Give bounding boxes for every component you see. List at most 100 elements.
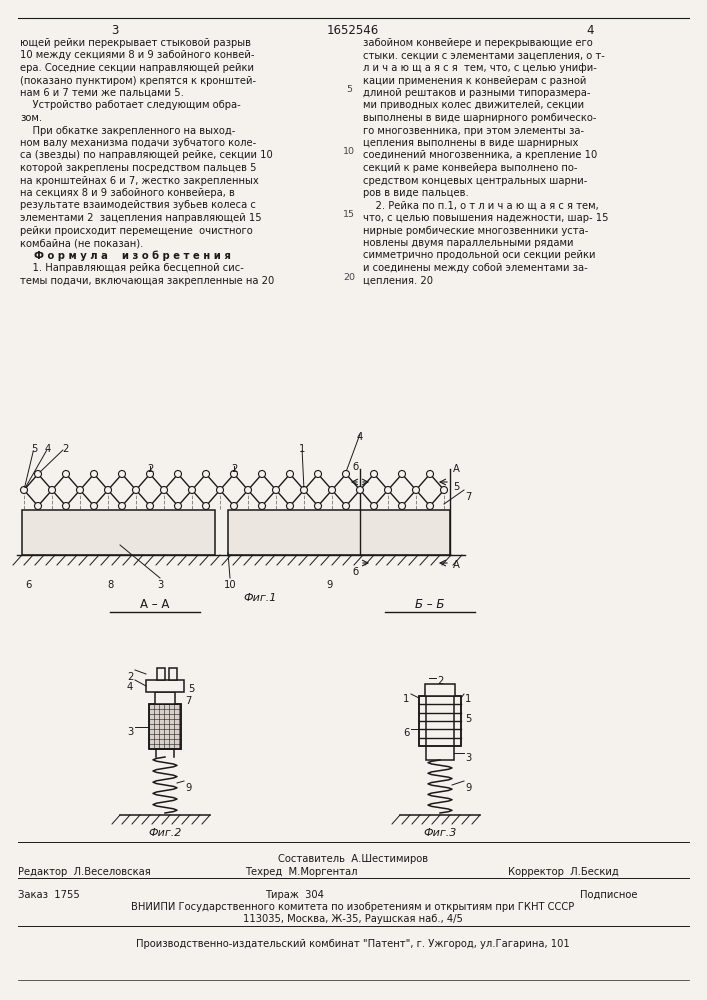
- Text: 6: 6: [403, 728, 409, 738]
- Bar: [419, 696, 426, 746]
- Bar: [22, 510, 215, 555]
- Circle shape: [440, 487, 448, 493]
- Text: элементами 2  зацепления направляющей 15: элементами 2 зацепления направляющей 15: [20, 213, 262, 223]
- Text: 1652546: 1652546: [327, 24, 379, 37]
- Circle shape: [21, 487, 28, 493]
- Text: Подписное: Подписное: [580, 890, 638, 900]
- Bar: [426, 746, 454, 760]
- Text: (показано пунктиром) крепятся к кронштей-: (показано пунктиром) крепятся к кронштей…: [20, 76, 256, 86]
- Circle shape: [35, 502, 42, 510]
- Circle shape: [202, 471, 209, 478]
- Text: A: A: [453, 464, 460, 474]
- Bar: [419, 696, 461, 746]
- Text: Заказ  1755: Заказ 1755: [18, 890, 80, 900]
- Text: 5: 5: [465, 714, 472, 724]
- Circle shape: [189, 487, 196, 493]
- Circle shape: [132, 487, 139, 493]
- Circle shape: [90, 502, 98, 510]
- Text: средством концевых центральных шарни-: средством концевых центральных шарни-: [363, 176, 588, 186]
- Text: Техред  М.Моргентал: Техред М.Моргентал: [245, 867, 358, 877]
- Circle shape: [286, 502, 293, 510]
- Circle shape: [119, 471, 126, 478]
- Text: При обкатке закрепленного на выход-: При обкатке закрепленного на выход-: [20, 125, 235, 135]
- Text: 5: 5: [188, 684, 194, 694]
- Text: 1: 1: [299, 444, 305, 454]
- Text: 4: 4: [357, 432, 363, 442]
- Text: длиной рештаков и разными типоразмера-: длиной рештаков и разными типоразмера-: [363, 88, 590, 98]
- Circle shape: [160, 487, 168, 493]
- Circle shape: [385, 487, 392, 493]
- Bar: [425, 684, 455, 696]
- Text: 5: 5: [453, 482, 460, 492]
- Text: б: б: [352, 567, 358, 577]
- Circle shape: [286, 471, 293, 478]
- Text: 10 между секциями 8 и 9 забойного конвей-: 10 между секциями 8 и 9 забойного конвей…: [20, 50, 255, 60]
- Bar: [155, 692, 175, 704]
- Text: ми приводных колес движителей, секции: ми приводных колес движителей, секции: [363, 101, 584, 110]
- Text: стыки. секции с элементами зацепления, о т-: стыки. секции с элементами зацепления, о…: [363, 50, 605, 60]
- Text: Фиг.3: Фиг.3: [423, 828, 457, 838]
- Text: 10: 10: [343, 147, 355, 156]
- Text: 6: 6: [25, 580, 31, 590]
- Circle shape: [329, 487, 336, 493]
- Text: Тираж  304: Тираж 304: [266, 890, 325, 900]
- Text: 7: 7: [465, 492, 472, 502]
- Text: 1: 1: [465, 694, 472, 704]
- Text: 7: 7: [185, 696, 192, 706]
- Text: Составитель  А.Шестимиров: Составитель А.Шестимиров: [278, 854, 428, 864]
- Text: 2: 2: [437, 676, 443, 686]
- Text: 4: 4: [127, 682, 133, 692]
- Bar: [454, 696, 461, 746]
- Circle shape: [300, 487, 308, 493]
- Circle shape: [272, 487, 279, 493]
- Text: A: A: [453, 560, 460, 570]
- Text: цепления выполнены в виде шарнирных: цепления выполнены в виде шарнирных: [363, 138, 578, 148]
- Text: Корректор  Л.Бескид: Корректор Л.Бескид: [508, 867, 619, 877]
- Circle shape: [216, 487, 223, 493]
- Text: са (звезды) по направляющей рейке, секции 10: са (звезды) по направляющей рейке, секци…: [20, 150, 273, 160]
- Circle shape: [315, 502, 322, 510]
- Bar: [146, 680, 184, 692]
- Text: которой закреплены посредством пальцев 5: которой закреплены посредством пальцев 5: [20, 163, 257, 173]
- Circle shape: [90, 471, 98, 478]
- Text: л и ч а ю щ а я с я  тем, что, с целью унифи-: л и ч а ю щ а я с я тем, что, с целью ун…: [363, 63, 597, 73]
- Circle shape: [119, 502, 126, 510]
- Text: секций к раме конвейера выполнено по-: секций к раме конвейера выполнено по-: [363, 163, 578, 173]
- Text: 2: 2: [230, 464, 237, 474]
- Text: соединений многозвенника, а крепление 10: соединений многозвенника, а крепление 10: [363, 150, 597, 160]
- Text: Производственно-издательский комбинат "Патент", г. Ужгород, ул.Гагарина, 101: Производственно-издательский комбинат "П…: [136, 939, 570, 949]
- Circle shape: [62, 502, 69, 510]
- Circle shape: [146, 502, 153, 510]
- Text: 20: 20: [343, 272, 355, 282]
- Text: ющей рейки перекрывает стыковой разрыв: ющей рейки перекрывает стыковой разрыв: [20, 38, 251, 48]
- Text: Б – Б: Б – Б: [415, 598, 445, 611]
- Circle shape: [426, 502, 433, 510]
- Bar: [149, 704, 181, 749]
- Text: на кронштейнах 6 и 7, жестко закрепленных: на кронштейнах 6 и 7, жестко закрепленны…: [20, 176, 259, 186]
- Text: 2. Рейка по п.1, о т л и ч а ю щ а я с я тем,: 2. Рейка по п.1, о т л и ч а ю щ а я с я…: [363, 200, 599, 211]
- Text: ера. Соседние секции направляющей рейки: ера. Соседние секции направляющей рейки: [20, 63, 254, 73]
- Circle shape: [259, 471, 266, 478]
- Text: что, с целью повышения надежности, шар- 15: что, с целью повышения надежности, шар- …: [363, 213, 609, 223]
- Text: Фиг.2: Фиг.2: [148, 828, 182, 838]
- Text: Фиг.1: Фиг.1: [243, 593, 276, 603]
- Text: темы подачи, включающая закрепленные на 20: темы подачи, включающая закрепленные на …: [20, 275, 274, 286]
- Text: б: б: [352, 462, 358, 472]
- Text: го многозвенника, при этом элементы за-: го многозвенника, при этом элементы за-: [363, 125, 584, 135]
- Text: цепления. 20: цепления. 20: [363, 275, 433, 286]
- Text: 3: 3: [157, 580, 163, 590]
- Circle shape: [49, 487, 56, 493]
- Circle shape: [370, 471, 378, 478]
- Text: выполнены в виде шарнирного ромбическо-: выполнены в виде шарнирного ромбическо-: [363, 113, 597, 123]
- Text: 5: 5: [346, 85, 352, 94]
- Text: 2: 2: [147, 464, 153, 474]
- Circle shape: [35, 471, 42, 478]
- Text: 4: 4: [586, 24, 594, 37]
- Text: 9: 9: [185, 783, 192, 793]
- Text: результате взаимодействия зубьев колеса с: результате взаимодействия зубьев колеса …: [20, 200, 256, 211]
- Circle shape: [342, 502, 349, 510]
- Circle shape: [315, 471, 322, 478]
- Text: 5: 5: [31, 444, 37, 454]
- Circle shape: [62, 471, 69, 478]
- Text: симметрично продольной оси секции рейки: симметрично продольной оси секции рейки: [363, 250, 595, 260]
